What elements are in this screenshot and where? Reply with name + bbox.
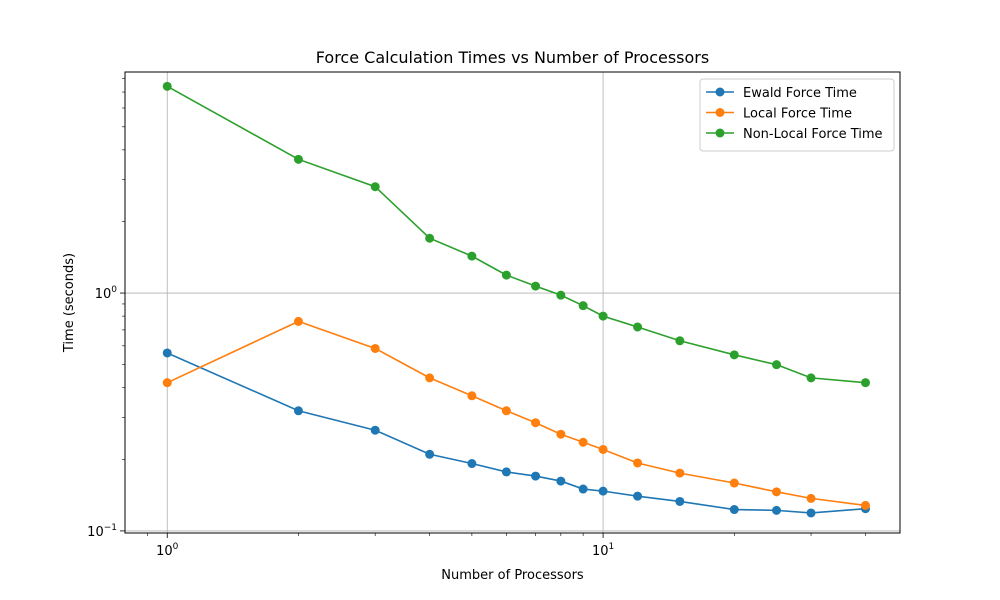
data-point-non-local-force-time <box>370 182 380 192</box>
y-tick-label-base: 10 <box>95 287 112 302</box>
series-line-non-local-force-time <box>166 85 866 384</box>
legend-swatch-marker <box>715 108 725 117</box>
legend-box <box>699 78 895 152</box>
y-tick-label-exponent: 0 <box>111 285 117 295</box>
data-point-non-local-force-time <box>598 311 608 321</box>
legend-label: Non-Local Force Time <box>743 127 883 142</box>
y-tick-label: 100 <box>95 285 118 302</box>
series-non-local-force-time <box>162 81 870 388</box>
series-line-local-force-time <box>166 320 866 507</box>
series-ewald-force-time <box>162 348 870 518</box>
data-point-local-force-time <box>293 316 303 326</box>
data-point-ewald-force-time <box>633 491 643 501</box>
data-point-ewald-force-time <box>806 508 816 518</box>
data-point-local-force-time <box>162 378 172 388</box>
data-point-ewald-force-time <box>729 505 739 515</box>
x-tick-label-exponent: 1 <box>608 542 614 552</box>
data-point-local-force-time <box>370 343 380 353</box>
grid <box>125 72 900 533</box>
data-point-ewald-force-time <box>531 471 541 481</box>
legend-item-non-local-force-time: Non-Local Force Time <box>706 127 883 142</box>
data-point-local-force-time <box>501 406 511 416</box>
x-tick-label: 100 <box>156 542 179 559</box>
legend-item-local-force-time: Local Force Time <box>706 107 852 122</box>
data-point-non-local-force-time <box>772 360 782 370</box>
data-point-non-local-force-time <box>633 322 643 332</box>
x-axis-label: Number of Processors <box>441 568 584 583</box>
data-point-local-force-time <box>633 458 643 468</box>
legend: Ewald Force Time Local Force Time Non-Loca… <box>699 78 895 152</box>
data-point-local-force-time <box>675 468 685 478</box>
data-point-ewald-force-time <box>675 496 685 506</box>
series-layer <box>162 81 870 518</box>
data-point-ewald-force-time <box>501 467 511 477</box>
chart-title: Force Calculation Times vs Number of Pro… <box>316 48 709 67</box>
data-point-non-local-force-time <box>729 350 739 360</box>
data-point-non-local-force-time <box>293 154 303 164</box>
data-point-local-force-time <box>578 437 588 447</box>
legend-label: Local Force Time <box>743 107 852 122</box>
data-point-local-force-time <box>598 444 608 454</box>
data-point-non-local-force-time <box>578 301 588 311</box>
data-point-non-local-force-time <box>467 251 477 261</box>
x-tick-label-exponent: 0 <box>173 542 179 552</box>
legend-swatch-marker <box>715 128 725 138</box>
data-point-ewald-force-time <box>370 425 380 435</box>
legend-label: Ewald Force Time <box>743 86 857 101</box>
data-point-local-force-time <box>531 418 541 428</box>
x-tick-label-base: 10 <box>156 544 173 559</box>
legend-item-ewald-force-time: Ewald Force Time <box>706 86 857 101</box>
series-local-force-time <box>162 316 870 510</box>
data-point-local-force-time <box>425 373 435 383</box>
data-point-ewald-force-time <box>598 486 608 496</box>
data-point-ewald-force-time <box>578 484 588 494</box>
data-point-ewald-force-time <box>425 449 435 459</box>
data-point-local-force-time <box>772 487 782 497</box>
x-tick-label-base: 10 <box>592 544 609 559</box>
y-tick-label-exponent: −1 <box>104 523 117 533</box>
data-point-ewald-force-time <box>162 348 172 358</box>
x-tick-label: 101 <box>592 542 614 559</box>
data-point-non-local-force-time <box>860 378 870 388</box>
y-tick-label: 10−1 <box>87 523 117 540</box>
data-point-non-local-force-time <box>556 290 566 300</box>
x-axis-ticks: 100 101 <box>146 533 866 559</box>
data-point-non-local-force-time <box>675 336 685 346</box>
data-point-local-force-time <box>806 493 816 503</box>
data-point-local-force-time <box>860 500 870 510</box>
data-point-local-force-time <box>556 429 566 439</box>
series-line-ewald-force-time <box>166 352 866 514</box>
legend-swatch-marker <box>715 87 725 97</box>
data-point-local-force-time <box>467 391 477 401</box>
data-point-ewald-force-time <box>467 459 477 469</box>
y-axis-label: Time (seconds) <box>62 253 77 353</box>
data-point-ewald-force-time <box>293 406 303 416</box>
data-point-ewald-force-time <box>556 476 566 486</box>
data-point-non-local-force-time <box>501 270 511 280</box>
y-tick-label-base: 10 <box>87 525 104 540</box>
data-point-non-local-force-time <box>806 373 816 383</box>
data-point-local-force-time <box>729 478 739 488</box>
plot-area-frame <box>124 71 901 534</box>
data-point-ewald-force-time <box>772 505 782 515</box>
data-point-non-local-force-time <box>425 233 435 243</box>
data-point-non-local-force-time <box>531 281 541 291</box>
data-point-non-local-force-time <box>162 81 172 91</box>
